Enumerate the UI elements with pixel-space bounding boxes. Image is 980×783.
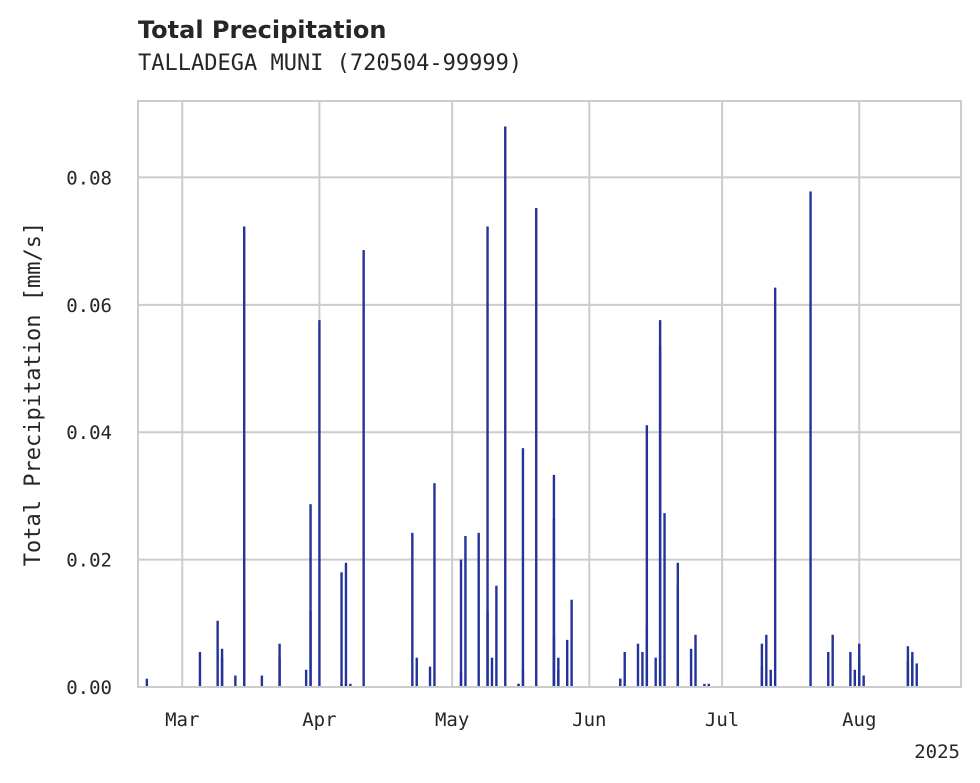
precipitation-bar	[477, 532, 480, 687]
precipitation-bar	[464, 536, 467, 687]
precipitation-bar	[340, 683, 343, 687]
precipitation-bar	[362, 250, 365, 688]
precipitation-bar	[304, 669, 308, 687]
precipitation-bar	[459, 672, 463, 687]
x-tick-label: Jul	[705, 709, 739, 731]
chart-subtitle: TALLADEGA MUNI (720504-99999)	[138, 51, 523, 76]
precipitation-bar	[862, 675, 865, 687]
precipitation-bar	[636, 643, 640, 687]
precipitation-bar	[415, 657, 418, 687]
precipitation-bar	[619, 678, 622, 687]
precipitation-bar	[645, 625, 649, 687]
plot-frame	[137, 100, 962, 688]
precipitation-bar	[198, 651, 202, 687]
precipitation-bar	[517, 683, 520, 687]
y-tick-label: 0.00	[66, 677, 112, 699]
precipitation-bar	[853, 669, 857, 687]
precipitation-bar	[623, 651, 626, 687]
chart-title: Total Precipitation	[138, 16, 387, 44]
precipitation-bar	[552, 518, 556, 687]
precipitation-bar	[486, 611, 489, 687]
precipitation-bar	[340, 572, 343, 687]
y-tick-label: 0.08	[66, 167, 112, 189]
precipitation-bar	[645, 425, 649, 687]
precipitation-bar	[769, 669, 772, 687]
precipitation-bar	[433, 483, 436, 687]
precipitation-bars	[145, 126, 918, 688]
precipitation-bar	[676, 678, 680, 687]
precipitation-bar	[344, 562, 348, 687]
precipitation-bar	[260, 675, 264, 687]
precipitation-bar	[566, 639, 569, 687]
precipitation-bar	[428, 666, 432, 687]
precipitation-bar	[504, 126, 507, 688]
precipitation-bar	[234, 675, 237, 687]
precipitation-bar	[220, 657, 224, 687]
precipitation-bar	[552, 634, 556, 687]
precipitation-bar	[831, 634, 834, 687]
x-tick-label: Apr	[302, 709, 336, 731]
precipitation-bar	[641, 651, 644, 687]
precipitation-bar	[309, 504, 312, 687]
precipitation-bar	[570, 599, 573, 687]
precipitation-bar	[535, 208, 538, 687]
precipitation-bar	[760, 666, 764, 687]
precipitation-bar	[242, 226, 246, 688]
y-axis-label: Total Precipitation [mm/s]	[21, 222, 46, 566]
precipitation-bar	[557, 669, 560, 687]
precipitation-bar	[216, 620, 219, 687]
precipitation-bar	[703, 683, 706, 687]
precipitation-bar	[689, 648, 693, 687]
precipitation-bar	[459, 559, 463, 687]
precipitation-bar	[344, 683, 348, 687]
y-axis: 0.00 0.02 0.04 0.06 0.08	[66, 167, 112, 699]
precipitation-bar	[309, 611, 312, 687]
precipitation-bar	[773, 287, 777, 687]
precipitation-bar	[760, 643, 764, 687]
y-tick-label: 0.06	[66, 295, 112, 317]
precipitation-bar	[906, 646, 910, 687]
precipitation-bar	[694, 634, 697, 687]
precipitation-bar	[765, 634, 768, 687]
precipitation-bar	[707, 683, 710, 687]
precipitation-bar	[521, 448, 525, 687]
precipitation-bar	[849, 651, 852, 687]
precipitation-bar	[278, 643, 281, 687]
x-tick-label: Aug	[842, 709, 876, 731]
grid-lines	[138, 101, 961, 688]
precipitation-bar	[654, 657, 657, 687]
precipitation-bar	[827, 651, 830, 687]
precipitation-bar	[809, 191, 812, 687]
precipitation-bar	[490, 657, 494, 687]
y-tick-label: 0.04	[66, 422, 112, 444]
x-tick-label: May	[435, 709, 469, 731]
precipitation-bar	[495, 585, 498, 687]
precipitation-bar	[663, 513, 666, 687]
precipitation-bar	[486, 226, 489, 688]
x-tick-label: Mar	[165, 709, 199, 731]
precipitation-bar	[915, 663, 918, 687]
precipitation-bar	[911, 651, 914, 687]
x-tick-label: Jun	[572, 709, 606, 731]
precipitation-bar	[676, 585, 680, 687]
precipitation-bar	[349, 683, 352, 687]
precipitation-bar	[411, 532, 414, 687]
precipitation-bar	[145, 678, 149, 687]
x-axis-year-label: 2025	[914, 741, 960, 763]
precipitation-bar	[658, 345, 662, 687]
precipitation-bar	[318, 320, 321, 687]
x-axis: Mar Apr May Jun Jul Aug	[165, 709, 876, 731]
y-tick-label: 0.02	[66, 550, 112, 572]
precipitation-bar	[858, 657, 861, 687]
